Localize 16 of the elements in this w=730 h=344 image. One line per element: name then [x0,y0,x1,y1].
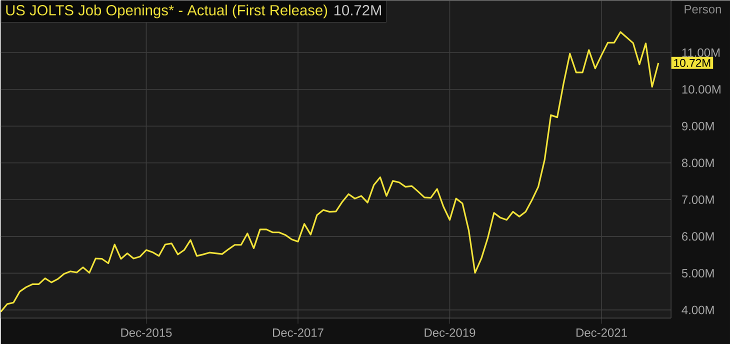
x-tick-label: Dec-2021 [576,328,627,337]
y-tick-label: 8.00M [682,158,714,168]
y-tick-label: 4.00M [682,306,714,314]
y-tick-label: 10.00M [682,85,720,94]
y-tick-label: 9.00M [682,122,714,130]
y-tick-label: 6.00M [682,232,714,241]
annotation: 10.72M [334,5,382,16]
y-axis-title: Person [684,5,721,14]
y-tick-label: 11.00M [682,48,720,57]
data-label: 10.72M [674,58,710,67]
x-tick-label: Dec-2015 [121,328,172,337]
x-tick-label: Dec-2019 [424,328,476,337]
x-tick-label: Dec-2017 [272,328,324,337]
y-tick-label: 7.00M [682,195,714,204]
text: US JOLTS Job Openings* - Actual (First Release) [6,4,328,18]
y-tick-label: 5.00M [682,268,714,278]
